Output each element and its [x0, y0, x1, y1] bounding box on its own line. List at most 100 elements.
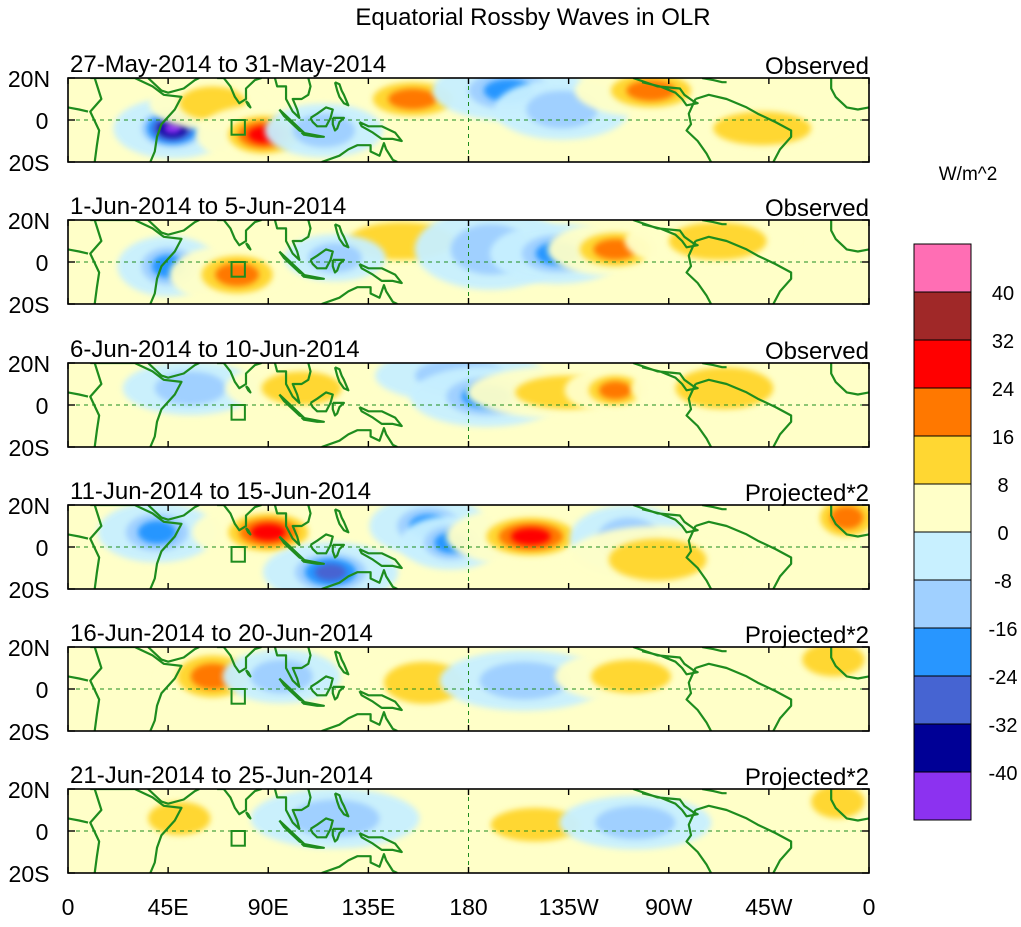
panel-plot-area [68, 78, 869, 162]
coastline [331, 827, 345, 843]
coastline [147, 363, 200, 379]
panel: 20N 0 20S 27-May-2014 to 31-May-2014 Observe… [8, 51, 870, 176]
coastline [830, 220, 869, 253]
coastline [90, 789, 183, 873]
coastline [147, 78, 200, 94]
anomaly-contour [308, 243, 362, 273]
anomaly-contour [388, 88, 438, 110]
y-tick-label: 20S [9, 150, 50, 176]
colorbar-label: -8 [994, 571, 1012, 593]
anomaly-contour [598, 381, 632, 400]
colorbar-swatch [913, 675, 972, 725]
coastline [701, 789, 727, 795]
y-tick-label: 0 [36, 535, 49, 561]
coastline [331, 258, 345, 274]
coastline [273, 505, 312, 547]
coastline [89, 78, 103, 162]
panel: 20N 0 20S 1-Jun-2014 to 5-Jun-2014 Observed [8, 193, 870, 318]
anomaly-contour [675, 367, 774, 410]
panel-label: Projected*2 [745, 622, 869, 649]
coastline [300, 273, 325, 280]
y-tick-label: 20S [9, 577, 50, 603]
coastline [701, 363, 727, 369]
colorbar-swatch [913, 531, 972, 581]
coastline [321, 852, 398, 873]
panel-date-range: 6-Jun-2014 to 10-Jun-2014 [70, 336, 360, 363]
colorbar-swatch [913, 387, 972, 437]
coastline [333, 792, 350, 818]
coastline [68, 817, 89, 824]
colorbar-swatch [913, 339, 972, 389]
y-tick-label: 0 [36, 677, 49, 703]
anomaly-contour [830, 505, 864, 530]
anomaly-contour [290, 799, 380, 838]
chart-title: Equatorial Rossby Waves in OLR [355, 4, 710, 31]
colorbar-label: 0 [997, 523, 1008, 545]
anomaly-contour [590, 659, 671, 694]
units-label: W/m^2 [939, 164, 998, 185]
coastline [278, 819, 305, 845]
coastline [333, 650, 350, 676]
panel-date-range: 16-Jun-2014 to 20-Jun-2014 [70, 620, 373, 647]
coastline [309, 106, 334, 128]
panel-date-range: 27-May-2014 to 31-May-2014 [70, 51, 386, 78]
anomaly-contour [148, 801, 211, 836]
panel-plot-area [68, 363, 869, 447]
panel-plot-area [68, 505, 869, 589]
coastline [273, 789, 312, 831]
panel-label: Observed [765, 338, 869, 365]
x-tick-label: 45W [745, 894, 793, 920]
coastline [273, 78, 312, 120]
coastline [217, 220, 262, 247]
coastline [309, 817, 334, 839]
coastline [685, 525, 712, 589]
anomaly-contour [163, 122, 182, 134]
coastline [830, 647, 869, 680]
coastline [701, 220, 727, 226]
colorbar-swatch [913, 291, 972, 341]
coastline [89, 363, 103, 447]
anomaly-contour [595, 805, 676, 840]
coastline [89, 647, 103, 731]
coastline [333, 366, 350, 392]
coastline [685, 98, 712, 162]
coastline [273, 647, 312, 689]
coastline [321, 568, 398, 589]
y-tick-label: 20N [8, 66, 50, 92]
panel-date-range: 1-Jun-2014 to 5-Jun-2014 [70, 193, 346, 220]
anomaly-contour [250, 523, 287, 541]
colorbar-label: -32 [989, 715, 1018, 737]
coastline [358, 832, 403, 854]
coastline [358, 406, 403, 428]
coastline [358, 263, 403, 285]
coastline [695, 235, 793, 304]
coastline [278, 108, 305, 134]
colorbar-swatch [913, 723, 972, 773]
coastline [278, 250, 305, 276]
coastline [695, 378, 793, 447]
panel: 20N 0 20S 6-Jun-2014 to 10-Jun-2014 Observed [8, 336, 870, 461]
colorbar-swatch [913, 771, 972, 821]
coastline [90, 505, 183, 589]
coastline [245, 527, 252, 536]
colorbar: 40 32 24 16 8 0 -8 -16 -24 -32 -40 [913, 243, 1018, 821]
coastline [632, 363, 699, 392]
coastline [245, 242, 252, 251]
panel-label: Projected*2 [745, 480, 869, 507]
coastline [300, 558, 325, 565]
coastline [358, 548, 403, 570]
panel-label: Projected*2 [745, 764, 869, 791]
y-tick-label: 20N [8, 208, 50, 234]
panel: 20N 0 20S 11-Jun-2014 to 15-Jun-2014 Project… [8, 478, 870, 603]
coastline [830, 789, 869, 822]
coastline [90, 220, 183, 304]
anomaly-contour [137, 520, 177, 544]
colorbar-label: -16 [989, 619, 1018, 641]
panel-label: Observed [765, 195, 869, 222]
coastline [632, 505, 699, 534]
colorbar-label: 40 [992, 283, 1014, 305]
coastline [331, 401, 345, 417]
coastline [331, 116, 345, 132]
colorbar-swatch [913, 483, 972, 533]
anomaly-contour [250, 659, 313, 694]
